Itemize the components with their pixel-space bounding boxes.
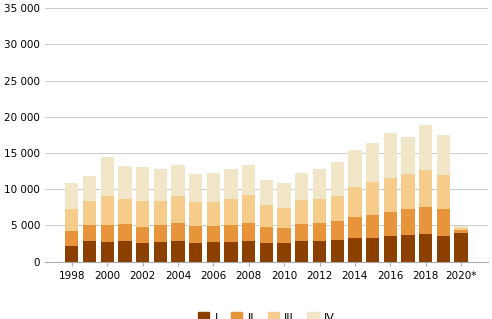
- Bar: [277, 183, 291, 208]
- Bar: [189, 202, 202, 226]
- Bar: [277, 243, 291, 262]
- Bar: [189, 226, 202, 243]
- Bar: [207, 202, 220, 226]
- Bar: [401, 209, 415, 235]
- Bar: [207, 173, 220, 202]
- Bar: [189, 243, 202, 262]
- Bar: [136, 202, 149, 227]
- Bar: [331, 221, 344, 240]
- Bar: [384, 211, 397, 236]
- Bar: [437, 236, 450, 262]
- Bar: [100, 157, 114, 196]
- Bar: [384, 178, 397, 211]
- Bar: [136, 227, 149, 243]
- Bar: [83, 176, 96, 202]
- Bar: [384, 236, 397, 262]
- Bar: [83, 241, 96, 262]
- Bar: [295, 224, 308, 241]
- Bar: [224, 242, 238, 262]
- Bar: [118, 199, 131, 224]
- Bar: [455, 227, 468, 230]
- Bar: [189, 174, 202, 202]
- Bar: [348, 150, 362, 187]
- Legend: I, II, III, IV: I, II, III, IV: [193, 308, 339, 319]
- Bar: [224, 225, 238, 242]
- Bar: [242, 165, 255, 195]
- Bar: [295, 200, 308, 224]
- Bar: [118, 166, 131, 199]
- Bar: [136, 167, 149, 202]
- Bar: [437, 210, 450, 236]
- Bar: [384, 133, 397, 178]
- Bar: [207, 226, 220, 242]
- Bar: [65, 231, 78, 246]
- Bar: [313, 199, 326, 223]
- Bar: [154, 242, 167, 262]
- Bar: [171, 223, 184, 241]
- Bar: [83, 225, 96, 241]
- Bar: [366, 143, 379, 182]
- Bar: [437, 135, 450, 175]
- Bar: [401, 174, 415, 209]
- Bar: [224, 199, 238, 225]
- Bar: [260, 205, 273, 227]
- Bar: [401, 137, 415, 174]
- Bar: [118, 241, 131, 262]
- Bar: [437, 175, 450, 210]
- Bar: [171, 241, 184, 262]
- Bar: [419, 170, 432, 207]
- Bar: [366, 214, 379, 238]
- Bar: [419, 125, 432, 170]
- Bar: [65, 183, 78, 210]
- Bar: [171, 197, 184, 223]
- Bar: [154, 169, 167, 201]
- Bar: [295, 173, 308, 200]
- Bar: [348, 218, 362, 238]
- Bar: [224, 169, 238, 199]
- Bar: [348, 238, 362, 262]
- Bar: [242, 241, 255, 262]
- Bar: [100, 225, 114, 242]
- Bar: [331, 196, 344, 221]
- Bar: [295, 241, 308, 262]
- Bar: [277, 228, 291, 243]
- Bar: [171, 165, 184, 197]
- Bar: [100, 196, 114, 225]
- Bar: [313, 169, 326, 199]
- Bar: [260, 243, 273, 262]
- Bar: [242, 195, 255, 223]
- Bar: [313, 241, 326, 262]
- Bar: [348, 187, 362, 218]
- Bar: [154, 201, 167, 226]
- Bar: [136, 243, 149, 262]
- Bar: [83, 202, 96, 225]
- Bar: [260, 227, 273, 243]
- Bar: [118, 224, 131, 241]
- Bar: [331, 162, 344, 196]
- Bar: [207, 242, 220, 262]
- Bar: [419, 234, 432, 262]
- Bar: [331, 240, 344, 262]
- Bar: [65, 246, 78, 262]
- Bar: [65, 210, 78, 231]
- Bar: [455, 226, 468, 227]
- Bar: [313, 223, 326, 241]
- Bar: [419, 207, 432, 234]
- Bar: [366, 182, 379, 214]
- Bar: [366, 238, 379, 262]
- Bar: [100, 242, 114, 262]
- Bar: [242, 223, 255, 241]
- Bar: [455, 230, 468, 233]
- Bar: [455, 233, 468, 262]
- Bar: [154, 226, 167, 242]
- Bar: [401, 235, 415, 262]
- Bar: [260, 180, 273, 205]
- Bar: [277, 208, 291, 228]
